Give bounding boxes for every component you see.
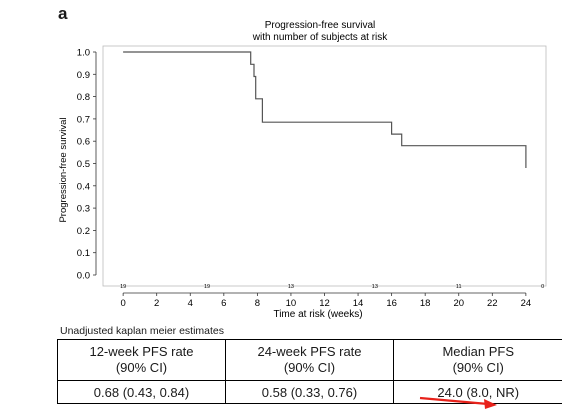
y-tick-label: 1.0: [77, 48, 90, 59]
header-12-week: 12-week PFS rate (90% CI): [57, 339, 226, 381]
y-tick-label: 0.0: [77, 271, 90, 282]
value-12-week: 0.68 (0.43, 0.84): [57, 380, 226, 404]
y-tick-label: 0.9: [77, 70, 90, 81]
y-tick-label: 0.1: [77, 248, 90, 259]
panel-label: a: [58, 4, 68, 23]
x-tick-label: 14: [353, 298, 364, 309]
y-tick-label: 0.7: [77, 114, 90, 125]
km-chart: Progression-free survival with number of…: [58, 20, 547, 320]
at-risk-count: 0: [541, 284, 544, 290]
value-24-week: 0.58 (0.33, 0.76): [225, 380, 394, 404]
y-tick-label: 0.8: [77, 92, 90, 103]
header-median: Median PFS (90% CI): [393, 339, 562, 381]
x-tick-label: 24: [521, 298, 532, 309]
at-risk-count: 13: [288, 284, 294, 290]
table-caption: Unadjusted kaplan meier estimates: [60, 325, 225, 337]
pfs-estimates-table: 12-week PFS rate (90% CI) 24-week PFS rat…: [57, 339, 562, 404]
x-tick-label: 2: [154, 298, 159, 309]
chart-subtitle: with number of subjects at risk: [252, 32, 388, 43]
plot-frame: [102, 45, 547, 287]
x-tick-label: 4: [188, 298, 193, 309]
x-tick-label: 22: [487, 298, 498, 309]
at-risk-count: 13: [372, 284, 378, 290]
at-risk-count: 19: [204, 284, 210, 290]
x-tick-label: 10: [286, 298, 297, 309]
y-tick-label: 0.6: [77, 137, 90, 148]
x-tick-label: 18: [420, 298, 431, 309]
header-24-week: 24-week PFS rate (90% CI): [225, 339, 394, 381]
x-tick-label: 12: [319, 298, 330, 309]
y-tick-label: 0.2: [77, 226, 90, 237]
at-risk-count: 11: [456, 284, 462, 290]
chart-title: Progression-free survival: [265, 20, 376, 31]
x-tick-label: 20: [453, 298, 464, 309]
x-tick-label: 0: [120, 298, 125, 309]
x-tick-label: 16: [386, 298, 397, 309]
x-axis-label: Time at risk (weeks): [273, 309, 362, 320]
y-tick-label: 0.4: [77, 181, 90, 192]
at-risk-count: 19: [120, 284, 126, 290]
table-header-row: 12-week PFS rate (90% CI) 24-week PFS rat…: [57, 339, 562, 381]
x-tick-label: 6: [221, 298, 226, 309]
survival-curve: [123, 51, 527, 168]
table-value-row: 0.68 (0.43, 0.84) 0.58 (0.33, 0.76) 24.0…: [57, 380, 562, 404]
value-median: 24.0 (8.0, NR): [393, 380, 562, 404]
y-tick-label: 0.3: [77, 204, 90, 215]
x-tick-label: 8: [255, 298, 260, 309]
y-axis-label: Progression-free survival: [58, 117, 69, 222]
y-tick-label: 0.5: [77, 159, 90, 170]
